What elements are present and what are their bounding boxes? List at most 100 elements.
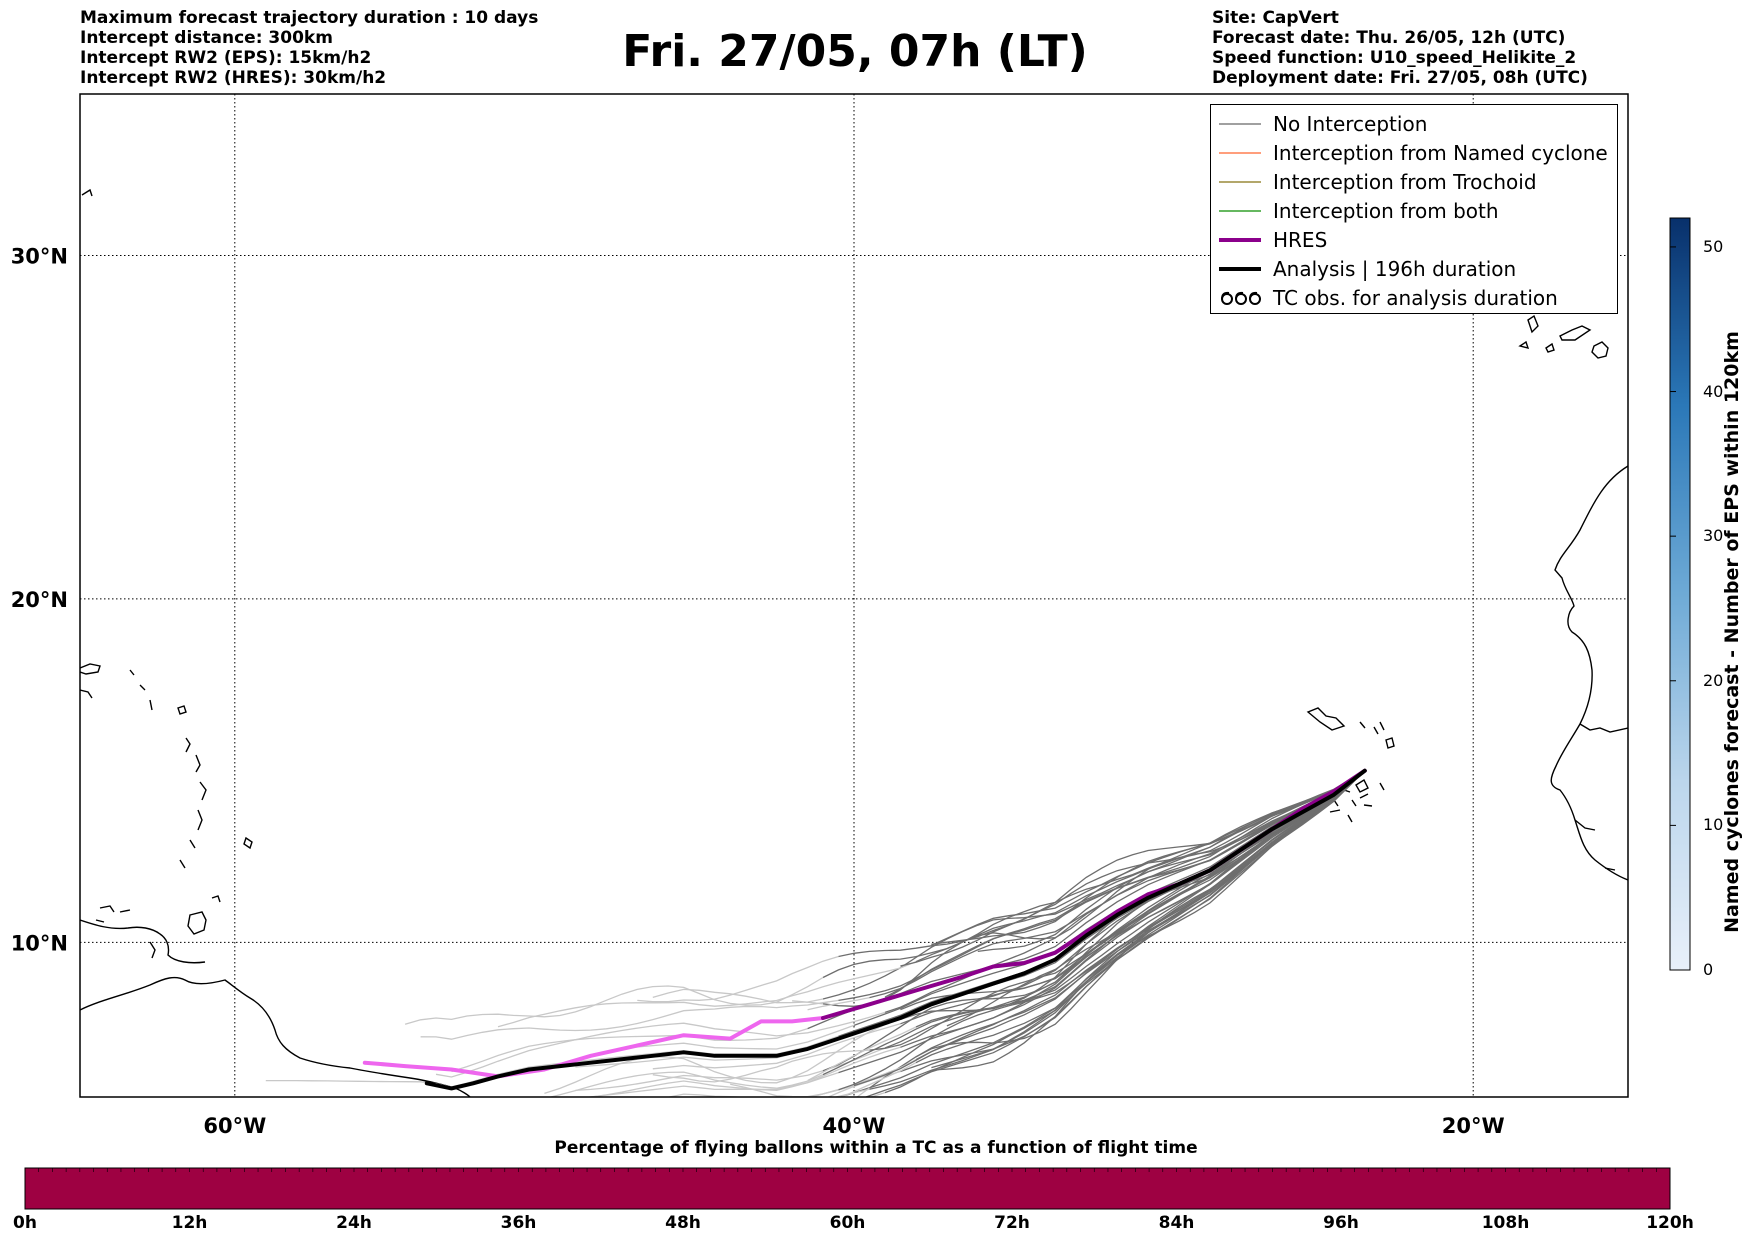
ensemble-track-late: [544, 1018, 901, 1095]
header-left-line: Intercept RW2 (EPS): 15km/h2: [80, 48, 372, 68]
header-right-line: Site: CapVert: [1212, 8, 1339, 28]
ensemble-track-late: [451, 1027, 808, 1073]
flight-time-tick-label: 0h: [13, 1213, 37, 1233]
coastline-west-africa-bays: [1574, 723, 1628, 871]
longitude-label: 60°W: [203, 1114, 266, 1138]
ensemble-track-late: [838, 1096, 839, 1097]
flight-time-tick-label: 12h: [171, 1213, 208, 1233]
legend-item-both: Interception from both: [1211, 196, 1617, 225]
header-left-info: Maximum forecast trajectory duration : 1…: [80, 8, 538, 88]
latitude-label: 30°N: [11, 244, 68, 268]
legend-swatch: [1219, 151, 1261, 154]
island-barbados: [243, 836, 253, 850]
legend-label: Interception from both: [1273, 198, 1499, 223]
ensemble-track: [869, 770, 1366, 999]
ensemble-track-late: [807, 996, 870, 1011]
legend-label: TC obs. for analysis duration: [1273, 285, 1558, 310]
ensemble-track-late: [420, 999, 839, 1040]
ensemble-track-late: [652, 1023, 901, 1070]
header-right-line: Deployment date: Fri. 27/05, 08h (UTC): [1212, 68, 1588, 88]
ensemble-track: [869, 770, 1366, 1051]
ensemble-track: [822, 770, 1366, 979]
legend-swatch: [1219, 209, 1261, 212]
ensemble-track-late: [575, 1047, 886, 1092]
flight-time-tick-label: 60h: [829, 1213, 866, 1233]
ensemble-track-late: [404, 976, 824, 1025]
hres-track-early: [362, 1016, 825, 1079]
colorbar-flight-time: [24, 1167, 1671, 1210]
ensemble-track: [915, 770, 1366, 1058]
latitude-label: 20°N: [11, 588, 68, 612]
flight-time-tick-label: 48h: [665, 1213, 701, 1233]
ensemble-track-late: [652, 988, 824, 1004]
ensemble-track: [863, 770, 1366, 1097]
ensemble-track: [838, 770, 1366, 958]
legend-label: Analysis | 196h duration: [1273, 256, 1517, 281]
header-right-line: Forecast date: Thu. 26/05, 12h (UTC): [1212, 28, 1566, 48]
ensemble-track-late: [807, 1026, 917, 1082]
header-right-line: Speed function: U10_speed_Helikite_2: [1212, 48, 1577, 68]
ensemble-track-late: [826, 1070, 901, 1097]
ensemble-track: [884, 770, 1366, 998]
flight-time-tick-label: 36h: [500, 1213, 537, 1233]
coastline-south-america: [80, 976, 471, 1097]
page-title: Fri. 27/05, 07h (LT): [622, 26, 1088, 77]
colorbar-eps: [1669, 217, 1691, 971]
flight-time-tick-label: 84h: [1158, 1213, 1195, 1233]
legend-label: Interception from Trochoid: [1273, 169, 1537, 194]
longitude-label: 20°W: [1442, 1114, 1505, 1138]
coastline-venezuela-gulf: [80, 919, 206, 964]
ensemble-track: [915, 770, 1366, 1064]
islands-lesser-antilles: [129, 669, 207, 869]
map-frame: [79, 93, 1629, 1098]
longitude-labels: 60°W 40°W 20°W: [203, 1114, 1504, 1138]
ensemble-track-late: [621, 1024, 855, 1050]
ensemble-track-late: [637, 955, 839, 1003]
colorbar-eps-tick-label: 30: [1703, 526, 1724, 546]
ensemble-track-late: [435, 1011, 886, 1078]
header-left-line: Intercept RW2 (HRES): 30km/h2: [80, 68, 387, 88]
latitude-label: 10°N: [11, 931, 68, 955]
colorbar-eps-tick-label: 40: [1703, 381, 1724, 401]
colorbar-flight-time-title: Percentage of flying ballons within a TC…: [554, 1138, 1198, 1158]
legend-swatch: [1219, 180, 1261, 183]
ensemble-track-late: [586, 1046, 901, 1097]
ensemble-track-late: [497, 961, 917, 1028]
colorbar-eps-tick-label: 20: [1703, 670, 1724, 690]
island-guadeloupe: [81, 188, 93, 197]
flight-time-tick-label: 96h: [1323, 1213, 1359, 1233]
islands-cape-verde: [1306, 707, 1395, 823]
latitude-labels: 30°N 20°N 10°N: [11, 244, 68, 955]
ensemble-track: [946, 770, 1366, 1027]
ensemble-track: [838, 770, 1366, 1091]
island-tobago: [211, 895, 221, 903]
legend-swatch: [1219, 266, 1261, 271]
colorbar-flight-time-ticks: [24, 1168, 1671, 1172]
legend-swatch: [1219, 237, 1261, 242]
header-left-line: Intercept distance: 300km: [80, 28, 333, 48]
colorbar-eps-tick-label: 0: [1703, 960, 1714, 979]
colorbar-eps-tick-label: 10: [1703, 815, 1724, 835]
legend-label: HRES: [1273, 227, 1328, 252]
colorbar-eps-ticks: [1670, 246, 1676, 971]
header-left-line: Maximum forecast trajectory duration : 1…: [80, 8, 539, 28]
flight-time-tick-label: 108h: [1481, 1213, 1530, 1233]
legend-label: No Interception: [1273, 111, 1428, 136]
colorbar-eps-tick-label: 50: [1703, 236, 1724, 256]
legend-item-trochoid: Interception from Trochoid: [1211, 167, 1617, 196]
flight-time-tick-label: 120h: [1646, 1213, 1694, 1233]
islands-canaries: [1518, 314, 1609, 359]
island-cuba-hispaniola-fragment: [80, 663, 101, 699]
legend-item-hres: HRES: [1211, 225, 1617, 254]
legend-label: Interception from Named cyclone: [1273, 140, 1608, 165]
legend-item-no-interception: No Interception: [1211, 109, 1617, 138]
flight-time-tick-label: 24h: [336, 1213, 372, 1233]
island-trinidad: [187, 911, 207, 935]
graticule: [80, 94, 1628, 1097]
ensemble-track-late: [652, 1049, 870, 1083]
analysis-track: [424, 768, 1367, 1091]
coastlines: [80, 188, 1628, 1097]
header-right-info: Site: CapVert Forecast date: Thu. 26/05,…: [1212, 8, 1588, 88]
ensemble-track-late: [575, 1049, 808, 1068]
